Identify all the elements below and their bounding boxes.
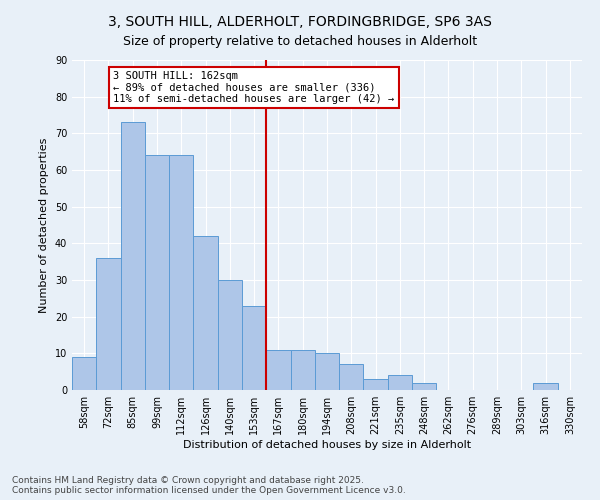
Bar (145, 156, 169, 390)
Y-axis label: Number of detached properties: Number of detached properties (39, 138, 49, 312)
Bar (339, 364, 364, 390)
Text: 3, SOUTH HILL, ALDERHOLT, FORDINGBRIDGE, SP6 3AS: 3, SOUTH HILL, ALDERHOLT, FORDINGBRIDGE,… (108, 15, 492, 29)
Bar (533, 382, 558, 390)
Bar (96, 258, 121, 390)
Bar (169, 156, 193, 390)
Bar (364, 379, 388, 390)
Bar (121, 122, 145, 390)
Bar (72, 357, 96, 390)
Text: Contains HM Land Registry data © Crown copyright and database right 2025.
Contai: Contains HM Land Registry data © Crown c… (12, 476, 406, 495)
Bar (193, 236, 218, 390)
Text: 3 SOUTH HILL: 162sqm
← 89% of detached houses are smaller (336)
11% of semi-deta: 3 SOUTH HILL: 162sqm ← 89% of detached h… (113, 71, 395, 104)
Bar (388, 376, 412, 390)
Bar (315, 354, 339, 390)
Bar (266, 350, 290, 390)
Bar (242, 306, 266, 390)
Bar (290, 350, 315, 390)
X-axis label: Distribution of detached houses by size in Alderholt: Distribution of detached houses by size … (183, 440, 471, 450)
Bar (412, 382, 436, 390)
Text: Size of property relative to detached houses in Alderholt: Size of property relative to detached ho… (123, 35, 477, 48)
Bar (218, 280, 242, 390)
